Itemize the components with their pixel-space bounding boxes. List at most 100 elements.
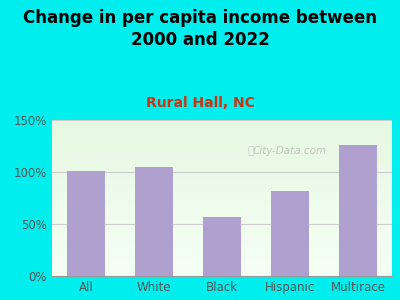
Bar: [52, 207, 392, 209]
Bar: [52, 187, 392, 189]
Bar: [52, 228, 392, 229]
Bar: [52, 271, 392, 273]
Bar: [52, 150, 392, 151]
Bar: [52, 218, 392, 220]
Bar: [52, 248, 392, 250]
Bar: [52, 179, 392, 181]
Bar: [52, 226, 392, 228]
Bar: [52, 234, 392, 236]
Bar: [52, 193, 392, 195]
Bar: [339, 145, 377, 276]
Bar: [52, 156, 392, 158]
Bar: [52, 274, 392, 276]
Bar: [52, 237, 392, 238]
Bar: [52, 260, 392, 262]
Bar: [52, 198, 392, 200]
Bar: [52, 190, 392, 192]
Bar: [52, 168, 392, 170]
Bar: [52, 242, 392, 243]
Bar: [52, 217, 392, 218]
Text: City-Data.com: City-Data.com: [253, 146, 327, 156]
Bar: [52, 215, 392, 217]
Bar: [52, 223, 392, 224]
Bar: [52, 201, 392, 203]
Bar: [203, 217, 241, 276]
Bar: [52, 137, 392, 139]
Bar: [52, 125, 392, 126]
Bar: [52, 212, 392, 214]
Bar: [52, 229, 392, 231]
Bar: [52, 256, 392, 257]
Bar: [52, 246, 392, 248]
Bar: [52, 270, 392, 271]
Bar: [52, 142, 392, 143]
Bar: [52, 250, 392, 251]
Bar: [52, 259, 392, 260]
Bar: [52, 151, 392, 153]
Bar: [52, 128, 392, 129]
Bar: [52, 211, 392, 212]
Bar: [52, 145, 392, 146]
Bar: [52, 123, 392, 125]
Bar: [52, 122, 392, 123]
Bar: [52, 165, 392, 167]
Bar: [52, 224, 392, 226]
Bar: [52, 158, 392, 159]
Bar: [52, 172, 392, 173]
Bar: [52, 134, 392, 136]
Text: Rural Hall, NC: Rural Hall, NC: [146, 96, 254, 110]
Bar: [52, 184, 392, 185]
Bar: [52, 164, 392, 165]
Bar: [52, 221, 392, 223]
Bar: [52, 238, 392, 240]
Bar: [52, 192, 392, 193]
Bar: [67, 171, 105, 276]
Bar: [135, 167, 173, 276]
Bar: [52, 209, 392, 211]
Bar: [52, 175, 392, 176]
Bar: [52, 136, 392, 137]
Bar: [52, 154, 392, 156]
Bar: [52, 231, 392, 232]
Bar: [52, 236, 392, 237]
Bar: [52, 214, 392, 215]
Bar: [52, 267, 392, 268]
Bar: [52, 232, 392, 234]
Bar: [52, 263, 392, 265]
Bar: [52, 185, 392, 187]
Bar: [52, 240, 392, 242]
Bar: [52, 173, 392, 175]
Bar: [52, 268, 392, 270]
Bar: [52, 220, 392, 221]
Bar: [52, 265, 392, 267]
Bar: [52, 253, 392, 254]
Bar: [52, 257, 392, 259]
Text: Change in per capita income between
2000 and 2022: Change in per capita income between 2000…: [23, 9, 377, 49]
Bar: [52, 176, 392, 178]
Bar: [52, 170, 392, 172]
Bar: [52, 167, 392, 168]
Bar: [52, 245, 392, 246]
Bar: [52, 160, 392, 162]
Bar: [52, 139, 392, 140]
Bar: [52, 181, 392, 182]
Bar: [52, 153, 392, 154]
Bar: [52, 159, 392, 160]
Bar: [52, 178, 392, 179]
Bar: [52, 146, 392, 148]
Bar: [52, 133, 392, 134]
Bar: [52, 243, 392, 245]
Bar: [52, 273, 392, 274]
Bar: [52, 148, 392, 150]
Bar: [271, 191, 309, 276]
Bar: [52, 129, 392, 131]
Bar: [52, 182, 392, 184]
Bar: [52, 189, 392, 190]
Bar: [52, 262, 392, 263]
Bar: [52, 203, 392, 204]
Bar: [52, 131, 392, 133]
Bar: [52, 162, 392, 164]
Bar: [52, 254, 392, 256]
Bar: [52, 206, 392, 207]
Bar: [52, 200, 392, 201]
